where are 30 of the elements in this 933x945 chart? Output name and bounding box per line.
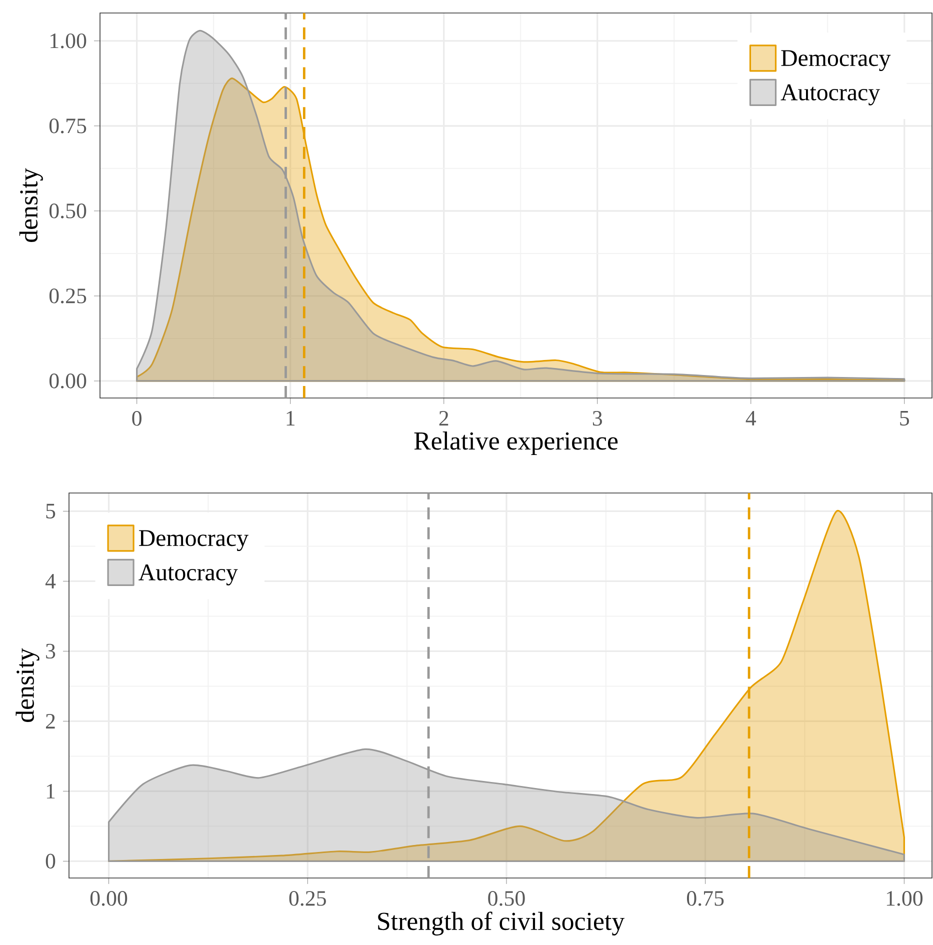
y-tick-label: 0.50 — [49, 204, 86, 218]
y-tick-label: 0 — [46, 854, 56, 869]
legend-label: Autocracy — [138, 564, 238, 586]
x-tick-label: 3 — [592, 411, 602, 426]
y-tick-label: 3 — [46, 644, 56, 659]
y-tick-label: 5 — [46, 504, 56, 518]
x-axis-title: Strength of civil society — [378, 912, 625, 936]
x-tick-label: 0 — [132, 411, 142, 426]
y-tick-label: 1 — [46, 784, 55, 798]
y-tick-label: 0.00 — [49, 374, 86, 388]
y-axis-title: density — [16, 648, 40, 722]
x-tick-label: 0.00 — [90, 891, 128, 906]
y-axis-title: density — [19, 168, 43, 242]
y-tick-label: 2 — [46, 714, 55, 728]
y-tick-label: 0.75 — [49, 118, 86, 134]
x-axis-title: Relative experience — [414, 432, 618, 455]
y-tick-label: 0.25 — [49, 288, 86, 304]
x-tick-label: 4 — [746, 411, 756, 426]
x-tick-label: 0.50 — [488, 891, 525, 906]
x-tick-label: 1 — [286, 411, 294, 426]
legend-label: Democracy — [139, 530, 248, 552]
x-tick-label: 0.75 — [686, 891, 724, 906]
legend-label: Autocracy — [780, 84, 880, 106]
x-tick-label: 1.00 — [886, 891, 923, 906]
legend-label: Democracy — [781, 50, 891, 72]
y-tick-label: 4 — [45, 574, 56, 588]
x-tick-label: 2 — [439, 411, 448, 426]
y-tick-label: 1.00 — [50, 33, 86, 48]
x-tick-label: 5 — [900, 411, 909, 426]
x-tick-label: 0.25 — [289, 891, 326, 906]
